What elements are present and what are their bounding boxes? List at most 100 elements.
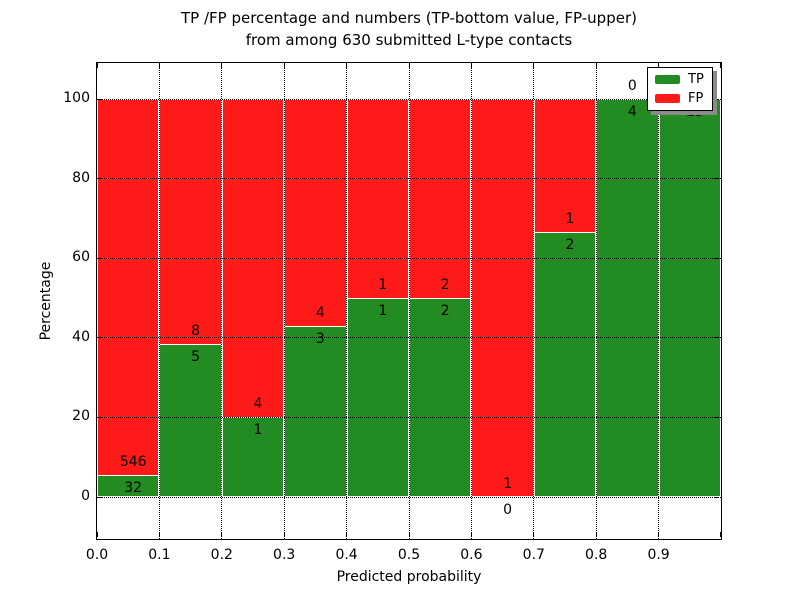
chart-title-line1: TP /FP percentage and numbers (TP-bottom… [181,9,637,27]
y-tick-label: 100 [63,90,90,106]
fp-bar-segment [533,99,597,232]
fp-count-label: 4 [253,396,263,413]
tp-count-label: 32 [124,479,143,496]
bar-bin-0.2 [221,99,285,497]
fp-count-label: 0 [627,78,637,94]
x-tick-mark-top [470,63,472,68]
y-tick-label: 0 [81,488,90,504]
tp-count-label: 1 [378,303,388,319]
tp-count-label: 2 [440,303,450,319]
x-tick-mark-top [533,63,535,68]
x-tick-label: 0.0 [85,547,109,563]
annotations-layer: 546328541431122101204013 [97,63,721,539]
y-axis-label: Percentage [38,261,54,341]
bar-bin-0.6 [471,99,534,497]
x-tick-mark [158,532,160,537]
legend-entry-fp: FP [655,92,705,105]
tp-count-label: 3 [315,331,325,348]
fp-count-label: 1 [565,210,575,227]
bar-bin-0.3 [284,99,347,497]
fp-count-label: 8 [191,322,201,339]
x-tick-mark [470,532,472,537]
y-tick-label: 60 [72,249,90,266]
plot-area: 546328541431122101204013 TP FP [96,62,722,540]
x-tick-label: 0.7 [522,547,545,563]
y-tick-mark [97,178,102,180]
x-tick-mark-top [719,63,721,68]
x-tick-mark [595,532,597,537]
horizontal-gridline [97,337,721,339]
grid-layer [97,63,721,539]
chart-title-line2: from among 630 submitted L-type contacts [245,31,573,49]
x-tick-mark-top [221,63,223,68]
tp-bar-segment [533,232,597,497]
tp-count-label: 5 [191,348,201,365]
x-tick-label: 0.6 [460,547,483,563]
x-axis-label: Predicted probability [336,569,482,585]
x-tick-label: 0.5 [397,547,421,563]
x-tick-label: 0.4 [335,547,358,563]
fp-count-label: 2 [440,277,450,293]
x-tick-label: 0.9 [647,547,670,563]
bars-layer [97,63,721,539]
x-tick-mark [533,532,535,537]
tp-bar-segment [159,344,222,497]
y-tick-mark [97,257,102,259]
vertical-gridline [283,63,285,539]
y-tick-mark-right [714,496,719,498]
tp-bar-segment [409,298,472,497]
fp-color-swatch [655,94,680,103]
x-tick-label: 0.2 [210,547,233,563]
horizontal-gridline [97,496,721,498]
y-tick-label: 80 [72,169,90,186]
y-tick-label: 20 [72,408,90,425]
x-tick-label: 0.1 [148,547,171,563]
vertical-gridline [470,63,472,539]
horizontal-gridline [97,257,721,259]
x-tick-mark-top [158,63,160,68]
y-tick-mark-right [714,257,719,259]
y-tick-mark-right [714,337,719,339]
x-tick-mark [96,532,98,537]
tick-marks-layer [96,63,721,539]
y-tick-mark-right [714,98,719,100]
y-tick-mark-right [714,416,719,418]
fp-bar-segment [284,99,347,326]
y-tick-mark [97,496,102,498]
chart-title: TP /FP percentage and numbers (TP-bottom… [96,7,722,51]
vertical-gridline [346,63,348,539]
tp-count-label: 1 [253,422,263,439]
x-tick-mark [283,532,285,537]
bar-bin-0.5 [409,99,472,497]
fp-bar-segment [97,99,160,475]
vertical-gridline [533,63,535,539]
fp-count-label: 1 [503,476,513,492]
x-tick-mark-top [408,63,410,68]
tp-bar-segment [346,298,409,497]
bar-bin-0.4 [346,99,409,497]
x-tick-mark-top [96,63,98,68]
x-tick-label: 0.8 [585,547,608,563]
bar-bin-0.9 [658,99,721,497]
horizontal-gridline [97,178,721,180]
bar-bin-0.7 [533,99,597,497]
x-tick-mark [719,532,721,537]
x-tick-label: 0.3 [273,547,296,563]
fp-bar-segment [409,99,472,298]
horizontal-gridline [97,416,721,418]
vertical-gridline [408,63,410,539]
x-tick-mark-top [346,63,348,68]
tp-color-swatch [655,75,680,84]
tp-bar-segment [658,99,721,497]
tp-bar-segment [596,99,659,497]
x-tick-mark [658,532,660,537]
tp-count-label: 2 [565,236,575,253]
tp-bar-segment [284,326,347,497]
legend: TP FP [647,67,713,111]
bar-bin-0.8 [596,99,659,497]
x-tick-mark-top [283,63,285,68]
legend-entry-tp: TP [655,73,705,86]
legend-label-fp: FP [688,91,704,106]
fp-count-label: 4 [315,305,325,322]
x-tick-mark [221,532,223,537]
